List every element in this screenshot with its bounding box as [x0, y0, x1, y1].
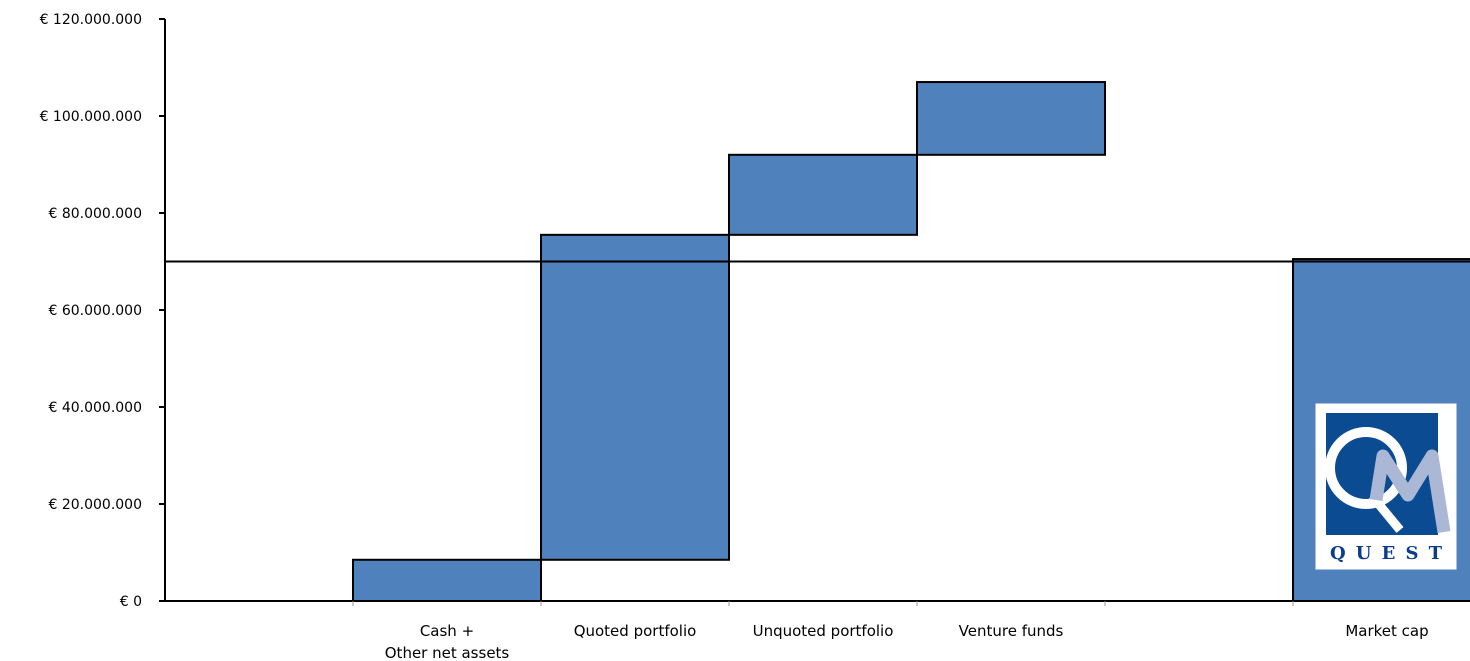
y-tick-label: € 20.000.000	[48, 497, 142, 513]
logo-text: QUEST	[1330, 543, 1443, 564]
y-tick-label: € 60.000.000	[48, 303, 142, 319]
x-labels-group: Cash + Other net assets Quoted portfolio Un…	[385, 622, 1429, 661]
bar-3	[728, 153, 918, 236]
bars-group	[352, 81, 1470, 603]
y-tick-label: € 80.000.000	[48, 206, 142, 222]
axes-group	[164, 19, 1470, 606]
y-tick-label: € 100.000.000	[40, 109, 142, 125]
x-category-label: Unquoted portfolio	[753, 622, 894, 640]
y-tick-label: € 120.000.000	[40, 12, 142, 28]
y-tick-label: € 40.000.000	[48, 400, 142, 416]
bar-4	[916, 81, 1106, 156]
x-category-label: Venture funds	[959, 622, 1064, 640]
x-category-label: Market cap	[1345, 622, 1428, 640]
quest-logo: QUEST	[1315, 403, 1457, 570]
bar-2	[540, 233, 730, 561]
y-tick-label: € 0	[120, 594, 142, 610]
x-category-label: Quoted portfolio	[574, 622, 697, 640]
bar-1	[352, 558, 542, 603]
x-category-label: Cash + Other net assets	[385, 622, 510, 661]
y-ticks-group: € 0 € 20.000.000 € 40.000.000 € 60.000.000 €…	[40, 12, 165, 610]
